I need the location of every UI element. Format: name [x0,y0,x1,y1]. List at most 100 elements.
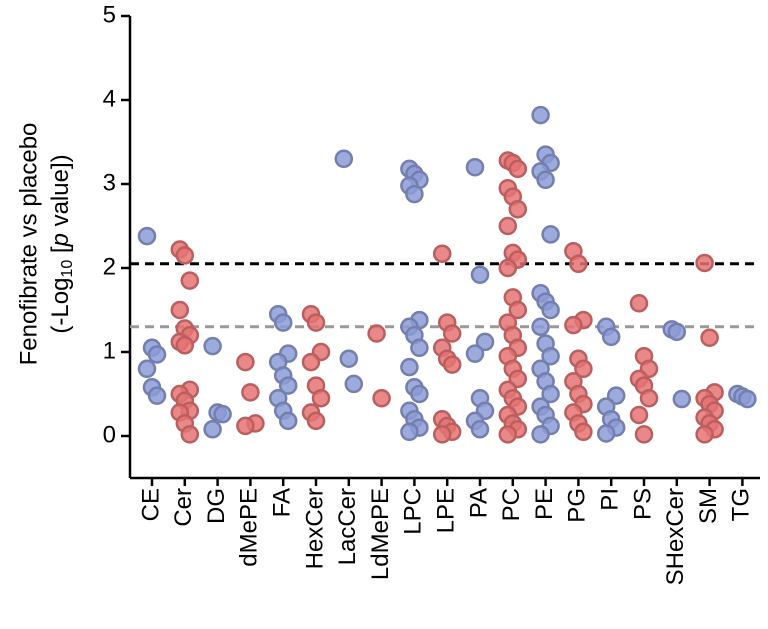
y-tick-label: 2 [103,253,116,280]
data-point [498,258,518,278]
data-point [147,386,167,405]
data-point [278,411,298,431]
data-point [180,271,200,290]
data-point [541,225,560,244]
data-point [432,244,452,263]
y-tick-label: 4 [103,85,116,112]
y-label-part: (-Log [47,278,74,334]
data-point [508,159,528,179]
data-point [498,216,518,236]
data-point [541,384,560,404]
data-point [241,383,260,402]
data-point [344,374,364,394]
data-point [531,425,550,444]
data-point [470,265,490,284]
data-point [442,324,462,343]
y-tick-label: 3 [103,169,116,196]
data-point [410,384,429,404]
y-label-part: value]) [47,154,74,233]
y-tick-label: 1 [103,337,116,364]
x-tick-label: FA [269,488,296,517]
data-point [667,322,687,342]
data-point [541,300,560,320]
x-tick-label: LdMePE [367,488,394,580]
x-tick-label: Cer [170,488,197,527]
data-point [175,246,195,265]
data-point [465,157,485,177]
y-label-part: 10 [59,260,76,278]
x-tick-label: CE [137,488,164,521]
data-point [541,346,560,366]
x-tick-label: HexCer [301,488,328,569]
x-tick-label: PI [597,488,624,511]
data-point [564,315,583,335]
data-point [465,344,485,363]
data-point [306,313,326,332]
y-axis-label: (-Log10 [p value]) [47,154,76,333]
x-tick-label: PA [465,488,492,518]
data-point [311,388,331,408]
data-point [470,420,490,439]
data-point [508,199,528,219]
data-point [629,405,649,425]
data-point [574,359,593,379]
data-point [180,425,200,444]
data-point [203,336,222,356]
data-point [236,416,255,436]
data-point [475,332,495,352]
data-point [536,170,555,190]
data-point [203,420,222,439]
data-point [442,355,462,374]
data-point [574,422,593,442]
y-tick-label: 5 [103,1,116,28]
x-tick-label: PE [531,488,558,520]
data-point [137,226,157,246]
data-point [601,327,621,347]
data-point [508,300,528,320]
data-point [306,411,326,431]
data-point [339,349,359,368]
data-point [569,254,588,274]
data-point [170,300,190,320]
data-point [531,317,550,337]
data-point [147,345,167,364]
data-point [738,389,757,409]
data-point [400,357,419,377]
data-point [700,328,719,347]
data-point [498,425,518,444]
data-point [639,388,659,408]
x-tick-label: LacCer [334,488,361,565]
data-point [695,425,714,444]
x-tick-label: LPE [433,488,460,533]
x-tick-label: PG [564,488,591,523]
data-point [405,184,424,204]
data-point [629,294,649,313]
x-tick-label: SM [695,488,722,524]
data-point [672,389,692,409]
data-point [531,105,550,125]
x-tick-label: LPC [400,488,427,535]
data-point [273,313,293,332]
y-tick-label: 0 [103,421,116,448]
data-point [410,338,429,358]
x-tick-label: SHexCer [662,488,689,585]
data-point [175,336,195,355]
x-tick-label: TG [728,488,755,521]
data-point [372,388,391,408]
data-point [137,359,157,379]
y-label-part: p [47,233,74,247]
x-tick-label: PS [629,488,656,520]
x-tick-label: DG [203,488,230,524]
y-label-part: [ [47,246,74,260]
data-point [236,352,255,372]
y-axis-label: Fenofibrate vs placebo [15,123,42,366]
x-tick-label: PC [498,488,525,521]
data-point [400,422,419,442]
data-point [301,352,321,372]
data-point [278,376,298,395]
data-point [334,149,354,169]
data-point [213,404,232,424]
data-point [634,425,654,444]
x-tick-label: dMePE [236,488,263,567]
